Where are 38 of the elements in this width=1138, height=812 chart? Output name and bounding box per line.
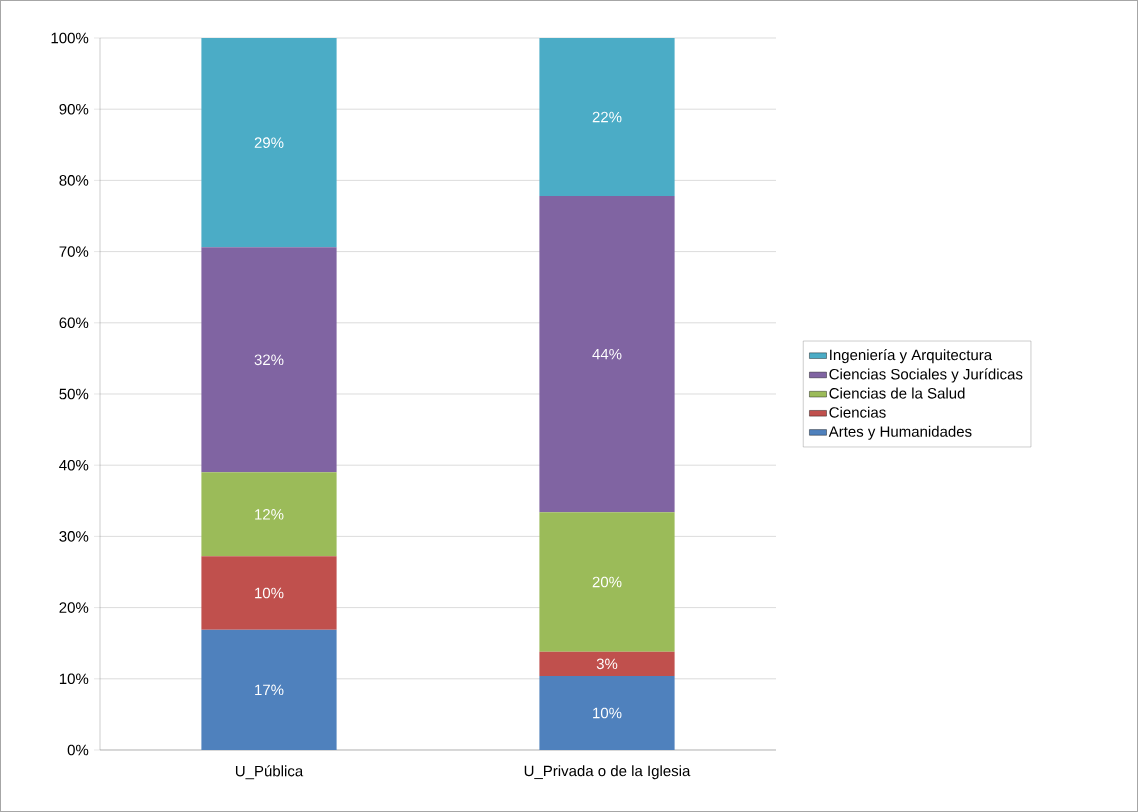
x-tick-label: U_Privada o de la Iglesia <box>524 765 691 780</box>
bar <box>539 651 675 676</box>
legend-label: Ingeniería y Arquitectura <box>830 349 993 364</box>
data-label: 22% <box>592 111 622 123</box>
bar <box>201 247 337 473</box>
y-tick-label: 90% <box>59 103 89 115</box>
y-tick-label: 80% <box>59 175 89 186</box>
y-tick-label: 10% <box>59 673 89 685</box>
data-label: 10% <box>593 707 622 719</box>
data-label: 44% <box>592 348 622 360</box>
data-label: 12% <box>255 509 284 520</box>
bar <box>201 472 337 557</box>
data-label: 20% <box>592 576 622 588</box>
bar <box>539 675 675 750</box>
data-label: 32% <box>254 354 284 366</box>
data-label: 17% <box>255 684 284 696</box>
legend-label: Ciencias de la Salud <box>829 387 965 399</box>
legend-label: Artes y Humanidades <box>828 425 972 440</box>
y-tick-label: 50% <box>59 388 89 400</box>
bar <box>201 37 337 248</box>
bar <box>201 629 337 750</box>
x-tick-label: U_Pública <box>235 765 304 780</box>
y-tick-label: 30% <box>59 531 89 542</box>
bar <box>201 556 337 630</box>
data-label: 29% <box>254 137 284 148</box>
y-tick-label: 0% <box>67 744 89 756</box>
data-label: 10% <box>255 587 284 599</box>
bar <box>539 196 675 513</box>
bar <box>539 512 675 652</box>
legend-label: Ciencias <box>829 406 886 418</box>
y-tick-label: 100% <box>51 32 89 44</box>
y-tick-label: 40% <box>59 459 89 471</box>
bar <box>539 37 675 197</box>
data-label: 3% <box>596 658 618 670</box>
y-tick-label: 20% <box>59 602 89 613</box>
legend-label: Ciencias Sociales y Jurídicas <box>829 368 1023 383</box>
y-tick-label: 70% <box>59 246 89 257</box>
y-tick-label: 60% <box>59 317 89 329</box>
